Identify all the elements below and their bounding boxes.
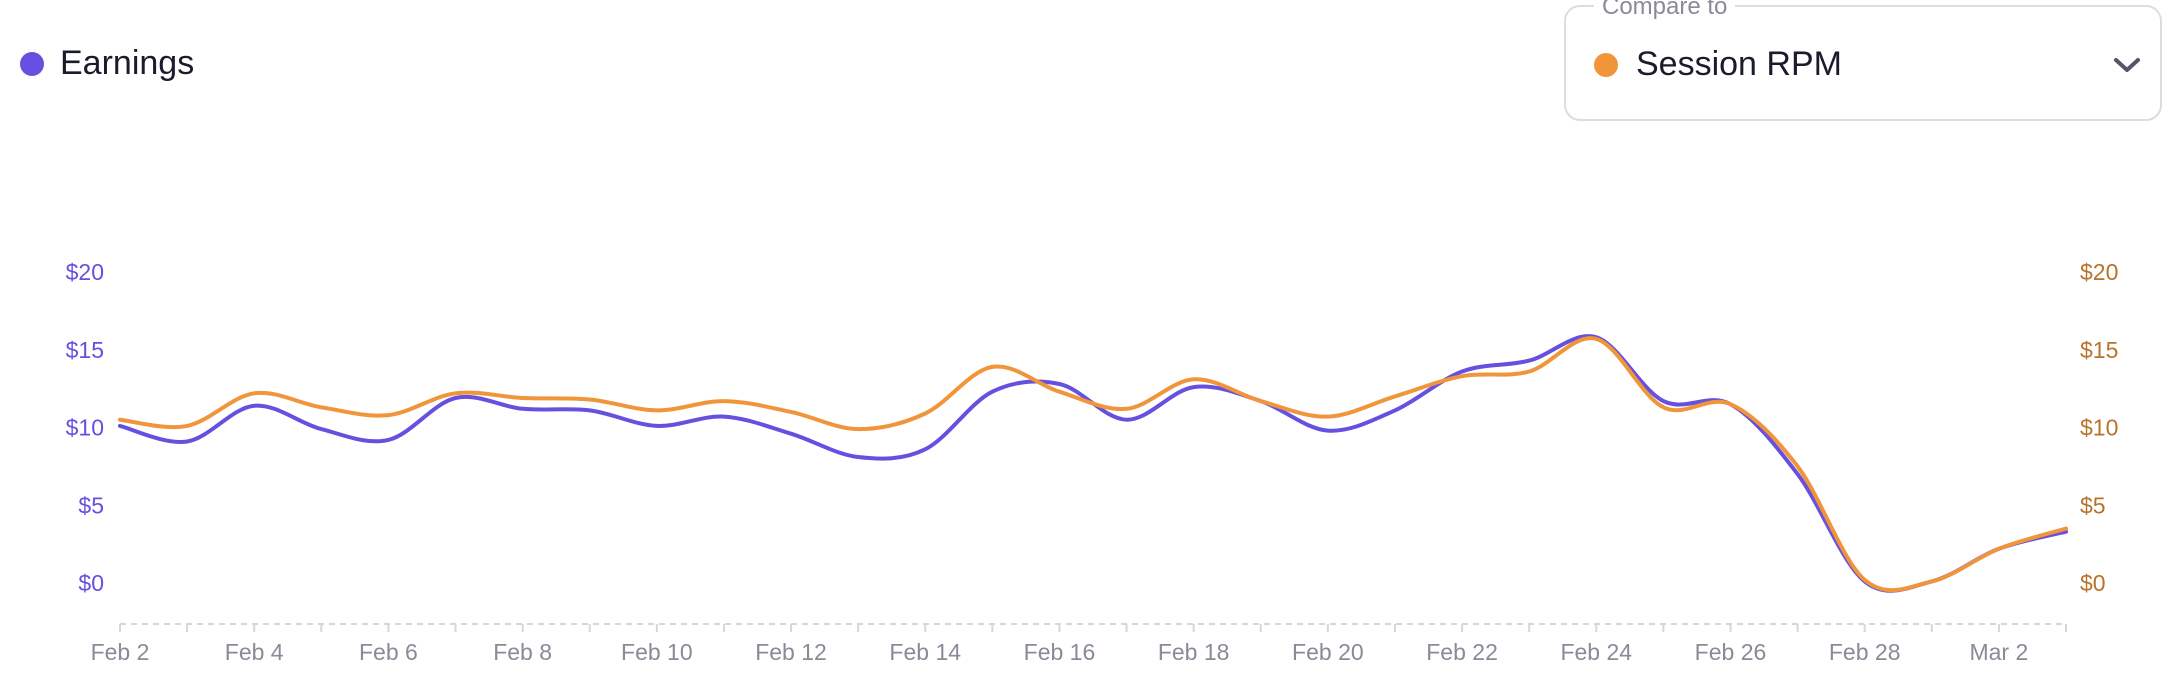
- earnings-legend-label: Earnings: [60, 44, 195, 82]
- x-tick-label: Feb 26: [1695, 639, 1767, 665]
- series-lines: [118, 334, 2068, 593]
- y-tick-label-right: $0: [2080, 570, 2106, 596]
- x-tick-label: Feb 12: [755, 639, 827, 665]
- compare-selected-label: Session RPM: [1636, 45, 1842, 83]
- x-tick-label: Feb 2: [91, 639, 150, 665]
- session-rpm-dot: [1594, 52, 1618, 77]
- y-tick-label-left: $5: [78, 492, 104, 518]
- x-tick-label: Feb 16: [1024, 639, 1096, 665]
- x-tick-label: Feb 4: [225, 639, 284, 665]
- compare-to-label: Compare to: [1594, 0, 1736, 21]
- compare-to-select[interactable]: Compare to Session RPM: [1564, 0, 2162, 121]
- x-tick-label: Feb 14: [889, 639, 961, 665]
- y-tick-label-right: $10: [2080, 415, 2118, 441]
- chevron-down-icon[interactable]: [2112, 55, 2142, 75]
- x-tick-label: Feb 20: [1292, 639, 1364, 665]
- y-tick-label-left: $20: [66, 259, 104, 285]
- x-tick-label: Feb 6: [359, 639, 418, 665]
- x-tick-label: Feb 10: [621, 639, 693, 665]
- y-tick-label-left: $10: [66, 415, 104, 441]
- x-tick-label: Mar 2: [1969, 639, 2028, 665]
- earnings-legend-dot: [20, 51, 44, 76]
- series-line-earnings: [118, 334, 2068, 593]
- y-tick-label-right: $15: [2080, 337, 2118, 363]
- x-tick-label: Feb 8: [493, 639, 552, 665]
- series-line-session-rpm: [118, 336, 2068, 593]
- y-axis-left: $0 $5 $10 $15 $20: [66, 259, 104, 596]
- y-axis-right: $0 $5 $10 $15 $20: [2080, 259, 2118, 596]
- x-axis: Feb 2 Feb 4 Feb 6 Feb 8 Feb 10 Feb 12 Feb 14 Fe…: [91, 623, 2067, 665]
- x-tick-label: Feb 18: [1158, 639, 1230, 665]
- x-tick-label: Feb 24: [1560, 639, 1632, 665]
- x-tick-label: Feb 28: [1829, 639, 1901, 665]
- y-tick-label-left: $0: [78, 570, 104, 596]
- y-tick-label-right: $20: [2080, 259, 2118, 285]
- y-tick-label-right: $5: [2080, 492, 2106, 518]
- y-tick-label-left: $15: [66, 337, 104, 363]
- compare-selected-option: Session RPM: [1594, 45, 1842, 84]
- x-tick-label: Feb 22: [1426, 639, 1498, 665]
- chart-legend: Earnings: [20, 44, 194, 83]
